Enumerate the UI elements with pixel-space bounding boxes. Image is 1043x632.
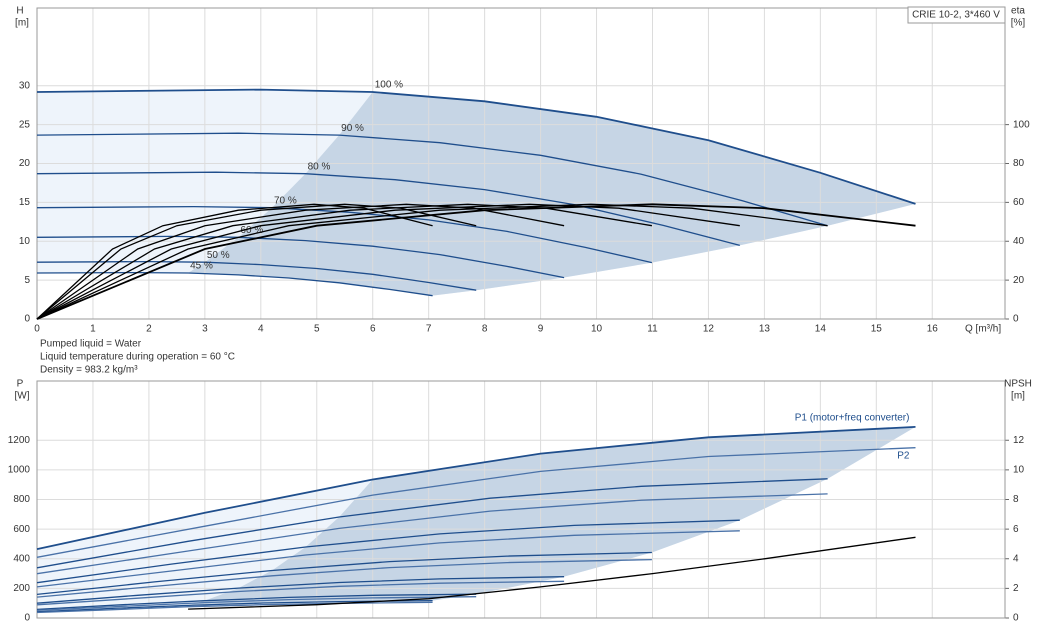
x-tick-label: 8 — [482, 324, 488, 335]
series-label: 90 % — [341, 123, 364, 134]
curve — [36, 235, 565, 279]
curve — [36, 596, 477, 612]
x-tick-label: 6 — [370, 324, 376, 335]
y2-axis-label: NPSH — [1004, 379, 1032, 390]
x-tick-label: 11 — [647, 324, 658, 335]
x-tick-label: 10 — [591, 324, 603, 335]
note: Density = 983.2 kg/m³ — [40, 365, 138, 376]
y-tick-label: 0 — [24, 613, 30, 624]
curve — [36, 530, 740, 588]
x-tick-label: 1 — [90, 324, 96, 335]
y-tick-label: 20 — [19, 158, 31, 169]
y2-tick-label: 100 — [1013, 119, 1030, 130]
series-label: P1 (motor+freq converter) — [795, 413, 910, 424]
x-tick-label: 4 — [258, 324, 264, 335]
curve — [36, 493, 828, 575]
x-tick-label: 0 — [34, 324, 40, 335]
series-label: 45 % — [190, 261, 213, 272]
y-tick-label: 200 — [13, 583, 30, 594]
curve — [36, 478, 828, 569]
y2-tick-label: 10 — [1013, 465, 1025, 476]
curve — [36, 551, 652, 596]
y-tick-label: 1000 — [8, 465, 31, 476]
series-label: 70 % — [274, 195, 297, 206]
y2-tick-label: 0 — [1013, 613, 1019, 624]
x-tick-label: 3 — [202, 324, 208, 335]
series-label: 100 % — [375, 80, 403, 91]
y-tick-label: 600 — [13, 524, 30, 535]
operating-area — [188, 91, 916, 296]
y2-tick-label: 20 — [1013, 275, 1025, 286]
curve — [36, 576, 565, 604]
curve — [36, 203, 477, 320]
y2-tick-label: 6 — [1013, 524, 1019, 535]
y2-tick-label: 0 — [1013, 314, 1019, 325]
curve — [36, 88, 916, 205]
curve — [36, 260, 477, 291]
series-label: 60 % — [240, 225, 263, 236]
y-tick-label: 0 — [24, 314, 30, 325]
x-axis-label: Q [m³/h] — [965, 324, 1001, 335]
plot-frame — [36, 7, 1006, 320]
y2-axis-label: eta — [1011, 6, 1025, 17]
y-tick-label: 30 — [19, 80, 31, 91]
x-tick-label: 15 — [871, 324, 883, 335]
x-tick-label: 7 — [426, 324, 432, 335]
plot-frame — [36, 380, 1006, 619]
y-axis-unit: [m] — [15, 18, 29, 29]
curve — [36, 593, 477, 611]
series-label: 80 % — [308, 161, 331, 172]
y-tick-label: 15 — [19, 197, 31, 208]
curve — [36, 203, 653, 320]
y-tick-label: 1200 — [8, 435, 31, 446]
curve — [36, 519, 740, 584]
curve — [36, 203, 740, 320]
x-tick-label: 16 — [927, 324, 939, 335]
curve — [36, 203, 828, 320]
curve — [36, 580, 565, 606]
legend-box — [907, 6, 1006, 24]
y-tick-label: 400 — [13, 553, 30, 564]
y2-tick-label: 12 — [1013, 435, 1025, 446]
x-tick-label: 12 — [703, 324, 715, 335]
y2-tick-label: 40 — [1013, 236, 1025, 247]
y-axis-unit: [W] — [15, 391, 30, 402]
curve — [36, 600, 433, 613]
series-label: P2 — [897, 450, 910, 461]
legend-text: CRIE 10-2, 3*460 V — [912, 10, 1000, 21]
note: Liquid temperature during operation = 60… — [40, 352, 235, 363]
x-tick-label: 2 — [146, 324, 152, 335]
curve — [36, 132, 828, 227]
y-axis-label: H — [16, 6, 23, 17]
y2-axis-unit: [%] — [1011, 18, 1026, 29]
curve — [36, 203, 565, 320]
y-tick-label: 25 — [19, 119, 31, 130]
curve — [36, 447, 916, 558]
curve — [36, 558, 652, 598]
x-tick-label: 13 — [759, 324, 771, 335]
y2-tick-label: 4 — [1013, 553, 1019, 564]
curve — [36, 171, 740, 247]
y2-tick-label: 8 — [1013, 494, 1019, 505]
operating-area — [188, 426, 916, 606]
y2-tick-label: 60 — [1013, 197, 1025, 208]
y2-tick-label: 2 — [1013, 583, 1019, 594]
x-tick-label: 9 — [538, 324, 544, 335]
y2-tick-label: 80 — [1013, 158, 1025, 169]
y2-axis-unit: [m] — [1011, 391, 1025, 402]
x-tick-label: 14 — [815, 324, 827, 335]
curve — [36, 205, 653, 264]
y-tick-label: 5 — [24, 275, 30, 286]
y-tick-label: 800 — [13, 494, 30, 505]
curve — [188, 536, 916, 610]
y-axis-label: P — [17, 379, 24, 390]
series-label: 50 % — [207, 250, 230, 261]
curve — [36, 203, 433, 320]
x-tick-label: 5 — [314, 324, 320, 335]
y-tick-label: 10 — [19, 236, 31, 247]
note: Pumped liquid = Water — [40, 339, 142, 350]
curve — [36, 426, 916, 550]
